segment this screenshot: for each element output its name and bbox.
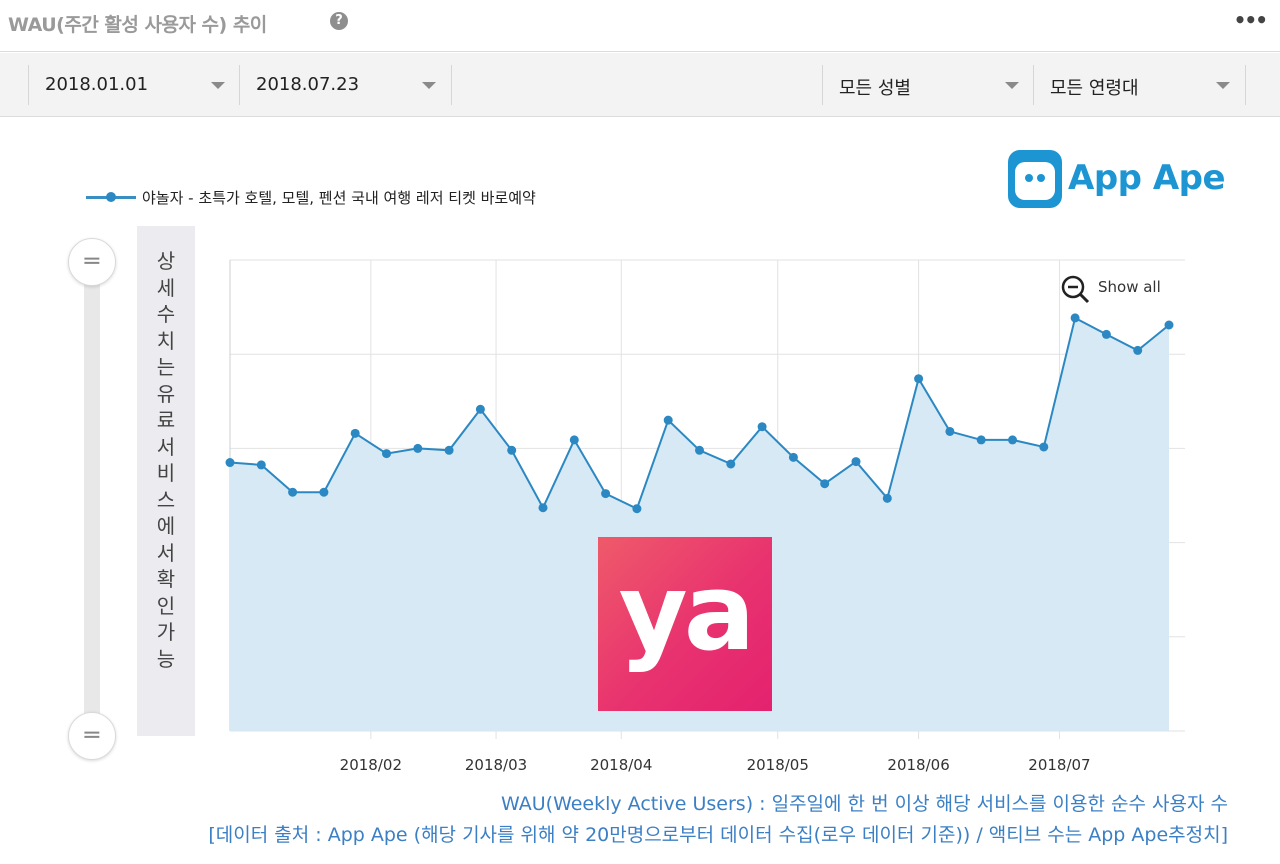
x-tick-label: 2018/07 — [1028, 756, 1090, 774]
x-tick-label: 2018/02 — [340, 756, 402, 774]
data-point[interactable] — [663, 415, 673, 425]
data-point[interactable] — [413, 443, 423, 453]
data-point[interactable] — [507, 445, 517, 455]
data-point[interactable] — [1101, 329, 1111, 339]
yanolja-wordmark: ya — [618, 551, 756, 674]
data-point[interactable] — [726, 459, 736, 469]
chevron-down-icon — [211, 82, 225, 89]
data-point[interactable] — [945, 426, 955, 436]
wau-definition-note: WAU(Weekly Active Users) : 일주일에 한 번 이상 해… — [501, 793, 1228, 815]
data-point[interactable] — [820, 479, 830, 489]
legend-series-label: 야놀자 - 초특가 호텔, 모텔, 펜션 국내 여행 레저 티켓 바로예약 — [142, 189, 536, 207]
data-point[interactable] — [256, 460, 266, 470]
x-tick-label: 2018/05 — [747, 756, 809, 774]
data-point[interactable] — [632, 504, 642, 514]
end-date-value: 2018.07.23 — [256, 74, 360, 95]
data-point[interactable] — [601, 489, 611, 499]
chevron-down-icon — [422, 82, 436, 89]
chevron-down-icon — [1005, 82, 1019, 89]
page-title: WAU(주간 활성 사용자 수) 추이 — [8, 14, 267, 36]
start-date-select[interactable]: 2018.01.01 — [28, 65, 240, 105]
data-point[interactable] — [882, 493, 892, 503]
data-point[interactable] — [1008, 435, 1017, 445]
appape-monkey-icon — [1008, 150, 1062, 208]
data-point[interactable] — [225, 458, 235, 468]
filter-bar: 2018.01.01 2018.07.23 모든 성별 모든 연령대 — [0, 53, 1280, 117]
age-value: 모든 연령대 — [1050, 78, 1139, 99]
data-point[interactable] — [475, 404, 485, 414]
x-axis-ticks: 2018/02 2018/03 2018/04 2018/05 2018/06 2018/… — [340, 756, 1091, 774]
show-all-label: Show all — [1098, 278, 1161, 296]
zoom-out-icon — [1061, 275, 1090, 304]
yanolja-logo: ya — [598, 537, 772, 711]
legend-dot-marker — [106, 192, 116, 202]
appape-eye-left — [1025, 174, 1033, 182]
age-select[interactable]: 모든 연령대 — [1034, 65, 1246, 105]
help-icon[interactable]: ? — [330, 12, 348, 30]
range-slider-bottom-handle[interactable]: ═ — [68, 712, 116, 760]
data-point[interactable] — [1133, 345, 1143, 355]
data-point[interactable] — [1164, 320, 1174, 330]
chevron-down-icon — [1216, 82, 1230, 89]
data-point[interactable] — [695, 445, 704, 455]
x-tick-label: 2018/03 — [465, 756, 527, 774]
appape-wordmark: App Ape — [1068, 158, 1226, 198]
x-tick-label: 2018/04 — [590, 756, 652, 774]
data-point[interactable] — [1039, 442, 1049, 452]
widget-header: WAU(주간 활성 사용자 수) 추이 ? ••• — [0, 0, 1280, 52]
data-point[interactable] — [851, 457, 861, 467]
appape-eye-right — [1037, 174, 1045, 182]
data-point[interactable] — [569, 435, 579, 445]
end-date-select[interactable]: 2018.07.23 — [240, 65, 452, 105]
gender-select[interactable]: 모든 성별 — [822, 65, 1034, 105]
data-point[interactable] — [319, 487, 329, 497]
data-source-note: [데이터 출처 : App Ape (해당 기사를 위해 약 20만명으로부터 … — [208, 824, 1228, 846]
data-point[interactable] — [914, 374, 924, 384]
data-point[interactable] — [382, 449, 391, 459]
more-menu-icon[interactable]: ••• — [1233, 8, 1268, 32]
gender-value: 모든 성별 — [839, 78, 911, 99]
data-point[interactable] — [1070, 313, 1080, 323]
data-point[interactable] — [788, 452, 798, 462]
x-tick-label: 2018/06 — [887, 756, 949, 774]
range-slider-top-handle[interactable]: ═ — [68, 238, 116, 286]
appape-face — [1015, 162, 1055, 200]
paid-service-notice-text: 상세수치는 유료서비스에서 확인가능 — [156, 249, 176, 671]
paid-service-notice: 상세수치는 유료서비스에서 확인가능 — [137, 226, 195, 736]
start-date-value: 2018.01.01 — [45, 74, 149, 95]
data-point[interactable] — [288, 487, 298, 497]
series-points — [225, 313, 1174, 514]
data-point[interactable] — [757, 422, 767, 432]
series-area-fill — [230, 317, 1169, 731]
data-point[interactable] — [538, 503, 548, 513]
data-point[interactable] — [976, 435, 986, 445]
data-point[interactable] — [350, 428, 360, 438]
data-point[interactable] — [444, 445, 454, 455]
range-slider-track[interactable] — [84, 270, 100, 736]
